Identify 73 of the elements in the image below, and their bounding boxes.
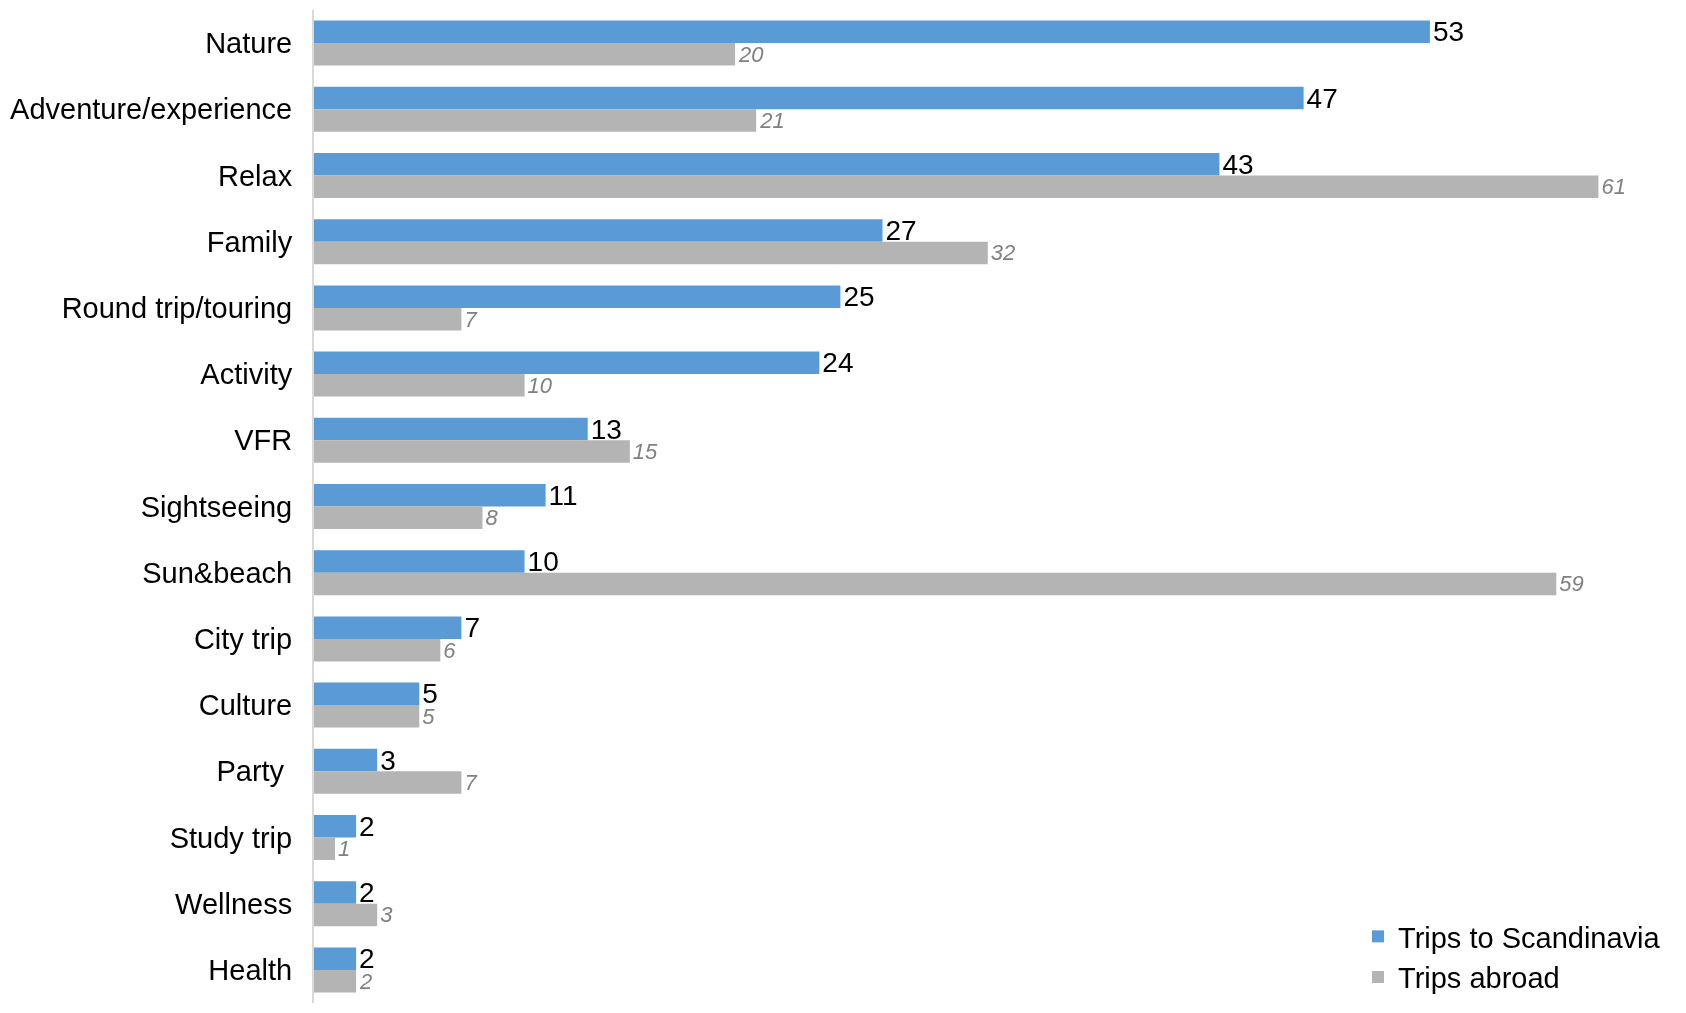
bar	[314, 483, 546, 507]
bar	[314, 814, 357, 838]
data-label: 25	[843, 281, 875, 313]
bar	[314, 152, 1220, 176]
data-label: 47	[1306, 82, 1338, 114]
y-tick-label: Sun&beach	[142, 556, 293, 589]
y-tick-label: Activity	[200, 358, 293, 391]
bar	[314, 506, 483, 530]
y-tick-label: Culture	[198, 689, 293, 722]
data-label: 61	[1601, 174, 1626, 200]
data-label: 8	[485, 505, 499, 531]
bar	[314, 175, 1599, 199]
bar	[314, 285, 841, 308]
y-tick-label: VFR	[234, 424, 293, 457]
y-tick-label: Study trip	[169, 821, 293, 854]
y-tick-label: Nature	[205, 27, 293, 60]
bar	[314, 638, 441, 662]
data-label: 6	[443, 637, 457, 663]
bar	[314, 109, 757, 132]
y-tick-label: Relax	[218, 159, 293, 192]
data-label: 24	[822, 347, 854, 379]
y-tick-label: Health	[208, 954, 293, 987]
bar	[314, 20, 1430, 44]
data-label: 11	[548, 479, 578, 511]
bar	[314, 837, 336, 861]
data-label: 27	[885, 214, 917, 246]
data-label: 7	[464, 770, 478, 796]
bar	[314, 969, 357, 993]
legend-label: Trips to Scandinavia	[1398, 921, 1661, 954]
data-label: 59	[1559, 571, 1584, 597]
y-tick-label: Wellness	[175, 887, 293, 920]
bar	[314, 881, 357, 904]
bar	[314, 43, 736, 66]
data-label: 3	[380, 902, 394, 928]
bar	[314, 550, 525, 573]
bar	[314, 682, 420, 706]
bar	[314, 351, 820, 375]
data-label: 32	[990, 240, 1016, 266]
y-tick-label: Family	[206, 225, 293, 258]
data-label: 2	[359, 876, 375, 908]
data-label: 53	[1432, 16, 1465, 48]
data-label: 1	[338, 836, 351, 862]
bar	[314, 86, 1304, 110]
data-label: 10	[527, 372, 553, 398]
data-label: 15	[632, 439, 659, 465]
bar	[314, 771, 462, 794]
bar	[314, 748, 378, 772]
data-label: 7	[464, 612, 480, 644]
bar	[314, 947, 357, 970]
data-label: 2	[359, 810, 375, 842]
data-label: 13	[590, 413, 622, 445]
bar	[314, 705, 420, 728]
bar	[314, 616, 462, 639]
bar	[314, 241, 988, 265]
data-label: 43	[1222, 148, 1254, 180]
bar	[314, 307, 462, 331]
bar	[314, 572, 1557, 596]
data-label: 10	[527, 545, 559, 577]
data-label: 7	[464, 306, 478, 332]
y-tick-label: Party	[216, 755, 293, 788]
data-label: 20	[738, 41, 765, 67]
data-label: 3	[380, 744, 396, 776]
legend-label: Trips abroad	[1398, 962, 1560, 995]
bar	[314, 903, 378, 927]
y-tick-label: City trip	[193, 623, 293, 656]
bar	[314, 440, 630, 463]
bar	[314, 219, 883, 242]
data-label: 21	[759, 108, 785, 134]
bar	[314, 374, 525, 397]
bar	[314, 417, 588, 441]
y-tick-label: Round trip/touring	[61, 292, 293, 325]
y-tick-label: Adventure/experience	[10, 93, 293, 126]
y-tick-label: Sightseeing	[140, 490, 293, 523]
